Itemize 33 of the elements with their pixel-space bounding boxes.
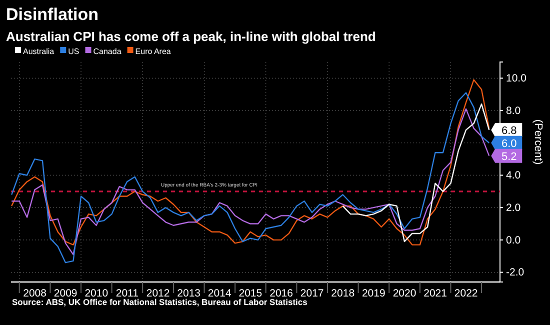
x-tick-label: 2011 (116, 287, 139, 300)
y-tick-label: 10.0 (506, 72, 527, 85)
data-label: 6.8 (501, 124, 517, 137)
chart-title: Disinflation (6, 5, 99, 24)
x-tick-label: 2012 (146, 287, 170, 300)
source-note: Source: ABS, UK Office for National Statistics, Bureau of Labor Statistics (12, 297, 308, 307)
x-tick-label: 2008 (23, 287, 47, 300)
x-tick-label: 2010 (84, 287, 108, 300)
x-tick-label: 2022 (454, 287, 478, 300)
x-tick-label: 2017 (300, 287, 324, 300)
x-tick-label: 2015 (238, 287, 262, 300)
y-tick-label: -2.0 (506, 266, 524, 279)
y-axis-title: (Percent) (532, 119, 544, 165)
legend-label: Euro Area (135, 47, 172, 56)
x-tick-label: 2016 (270, 287, 294, 300)
x-tick-label: 2018 (331, 287, 355, 300)
data-label: 6.0 (501, 138, 517, 150)
y-tick-label: 2.0 (506, 202, 521, 214)
x-tick-label: 2013 (177, 287, 201, 300)
line-series (10, 79, 490, 246)
x-tick-label: 2021 (424, 287, 448, 300)
x-tick-label: 2014 (208, 287, 232, 300)
x-tick-label: 2009 (54, 287, 78, 300)
chart-subtitle: Australian CPI has come off a peak, in-line with global trend (6, 29, 376, 44)
legend-label: Canada (93, 47, 122, 56)
y-tick-label: 0.0 (506, 234, 521, 246)
legend-label: Australia (23, 47, 55, 56)
y-tick-label: 4.0 (506, 170, 521, 182)
y-tick-label: 8.0 (506, 104, 521, 117)
x-tick-label: 2019 (362, 287, 386, 300)
legend-label: US (68, 47, 80, 56)
x-tick-label: 2020 (392, 287, 416, 300)
data-label: 5.2 (501, 150, 517, 163)
